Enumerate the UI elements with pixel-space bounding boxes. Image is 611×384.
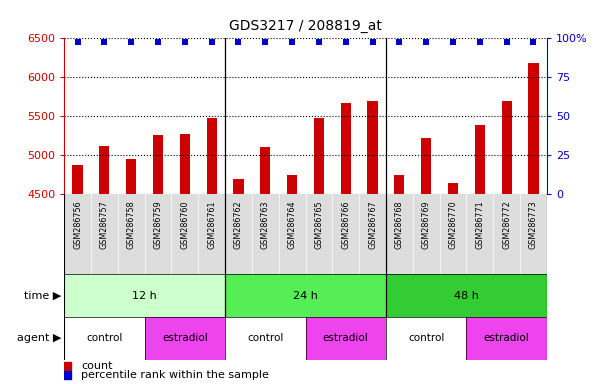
Bar	[225, 317, 306, 360]
Text: GSM286762: GSM286762	[234, 200, 243, 249]
Text: GSM286773: GSM286773	[529, 200, 538, 249]
Text: GSM286760: GSM286760	[180, 200, 189, 249]
Bar	[225, 274, 386, 317]
Bar	[386, 274, 547, 317]
Text: GSM286769: GSM286769	[422, 200, 431, 249]
Bar	[207, 118, 217, 194]
Text: estradiol: estradiol	[323, 333, 368, 343]
Text: estradiol: estradiol	[484, 333, 530, 343]
Text: GSM286763: GSM286763	[261, 200, 270, 249]
Text: GSM286771: GSM286771	[475, 200, 485, 249]
Text: time ▶: time ▶	[24, 291, 61, 301]
Text: GSM286766: GSM286766	[341, 200, 350, 249]
Bar	[153, 135, 163, 194]
Text: GSM286770: GSM286770	[448, 200, 458, 249]
Text: percentile rank within the sample: percentile rank within the sample	[81, 370, 269, 380]
Text: 48 h: 48 h	[454, 291, 479, 301]
Text: GSM286765: GSM286765	[315, 200, 323, 249]
Text: GSM286767: GSM286767	[368, 200, 377, 249]
Text: control: control	[408, 333, 444, 343]
Bar	[529, 63, 538, 194]
Bar	[99, 146, 109, 194]
Text: GDS3217 / 208819_at: GDS3217 / 208819_at	[229, 19, 382, 33]
Text: 12 h: 12 h	[132, 291, 157, 301]
Text: count: count	[81, 361, 112, 371]
Bar	[126, 159, 136, 194]
Text: agent ▶: agent ▶	[16, 333, 61, 343]
Text: GSM286756: GSM286756	[73, 200, 82, 249]
Bar	[314, 118, 324, 194]
Text: GSM286772: GSM286772	[502, 200, 511, 249]
Bar	[502, 101, 512, 194]
Bar	[287, 175, 297, 194]
Text: GSM286768: GSM286768	[395, 200, 404, 249]
Text: estradiol: estradiol	[162, 333, 208, 343]
Bar	[394, 175, 404, 194]
Bar	[64, 274, 225, 317]
Text: GSM286757: GSM286757	[100, 200, 109, 249]
Text: GSM286759: GSM286759	[153, 200, 163, 249]
Bar	[73, 165, 82, 194]
Bar	[306, 317, 386, 360]
Bar	[466, 317, 547, 360]
Text: control: control	[247, 333, 284, 343]
Bar	[386, 317, 466, 360]
Text: GSM286764: GSM286764	[288, 200, 296, 249]
Bar	[475, 125, 485, 194]
Bar	[421, 138, 431, 194]
Bar	[260, 147, 271, 194]
Text: GSM286758: GSM286758	[126, 200, 136, 249]
Bar	[367, 101, 378, 194]
Bar	[233, 179, 244, 194]
Bar	[448, 183, 458, 194]
Text: GSM286761: GSM286761	[207, 200, 216, 249]
Bar	[64, 317, 145, 360]
Bar	[340, 103, 351, 194]
Bar	[180, 134, 190, 194]
Bar	[145, 317, 225, 360]
Text: 24 h: 24 h	[293, 291, 318, 301]
Text: control: control	[86, 333, 123, 343]
